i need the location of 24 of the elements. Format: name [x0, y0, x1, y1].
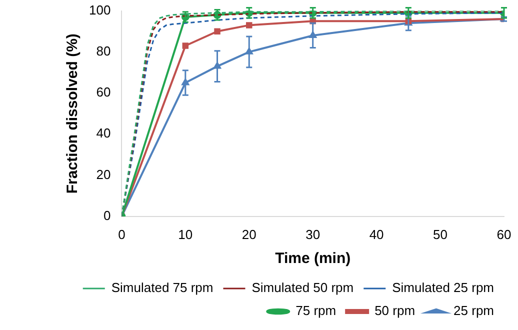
y-tick-label: 20	[96, 166, 111, 182]
y-tick-label: 0	[103, 208, 111, 223]
y-tick-label: 60	[96, 84, 111, 100]
x-tick-label: 20	[242, 226, 256, 242]
x-tick-label: 30	[306, 226, 320, 242]
y-tick-label: 100	[88, 2, 111, 18]
legend-label: 75 rpm	[296, 303, 336, 318]
legend-label: 50 rpm	[374, 303, 416, 318]
y-axis-title: Fraction dissolved (%)	[64, 34, 82, 194]
x-tick-label: 0	[118, 226, 126, 242]
legend-label: 25 rpm	[454, 303, 494, 318]
point	[214, 28, 220, 34]
point	[182, 42, 189, 49]
x-tick-label: 50	[433, 226, 448, 242]
x-tick-label: 60	[496, 226, 512, 242]
y-tick-label: 40	[96, 126, 111, 141]
legend-label: Simulated 50 rpm	[252, 280, 354, 296]
legend-label: Simulated 25 rpm	[392, 280, 494, 296]
x-axis-title: Time (min)	[275, 250, 351, 268]
point	[246, 22, 252, 28]
x-tick-label: 10	[178, 226, 193, 242]
y-tick-label: 80	[96, 44, 111, 58]
legend-label: Simulated 75 rpm	[111, 280, 214, 296]
x-tick-label: 40	[369, 226, 384, 242]
